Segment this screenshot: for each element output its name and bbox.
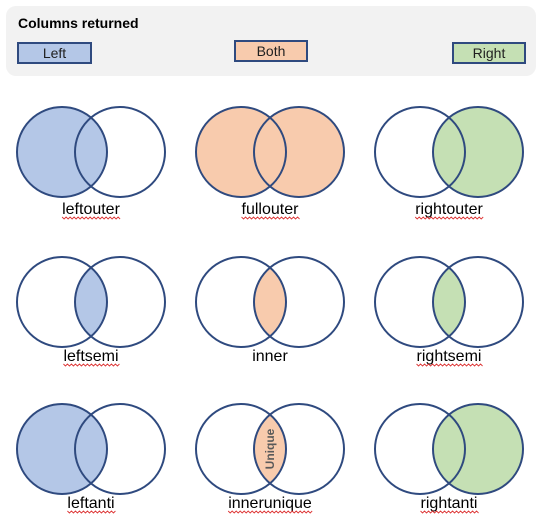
- innerunique-left-circle: [195, 403, 287, 495]
- leftanti-left-circle: [16, 403, 108, 495]
- inner-left-circle: [195, 256, 287, 348]
- rightouter-fill: [433, 107, 523, 197]
- rightouter-label: rightouter: [415, 201, 483, 218]
- legend-title: Columns returned: [18, 15, 139, 31]
- rightsemi-fill: [433, 267, 466, 337]
- rightouter-left-circle: [374, 106, 466, 198]
- fullouter-spellcheck-underline: [241, 216, 300, 220]
- leftanti-right-circle: [74, 403, 166, 495]
- innerunique-right-circle: [253, 403, 345, 495]
- fullouter-label: fullouter: [242, 201, 300, 218]
- fullouter-fill-right: [254, 107, 344, 197]
- leftouter-right-circle: [74, 106, 166, 198]
- rightanti-label: rightanti: [421, 495, 478, 512]
- inner-label: inner: [252, 348, 288, 365]
- leftouter-fill: [17, 107, 107, 197]
- legend-both: Both: [234, 40, 308, 62]
- innerunique-spellcheck-underline: [227, 510, 313, 514]
- leftanti-label: leftanti: [67, 495, 114, 512]
- fullouter-left-circle: [195, 106, 287, 198]
- rightanti-right-circle: [432, 403, 524, 495]
- legend-right: Right: [452, 42, 526, 64]
- leftsemi-spellcheck-underline: [63, 363, 120, 367]
- leftsemi-left-circle: [16, 256, 108, 348]
- rightsemi-right-circle: [432, 256, 524, 348]
- inner-right-circle: [253, 256, 345, 348]
- innerunique-label: innerunique: [228, 495, 312, 512]
- rightsemi-spellcheck-underline: [416, 363, 483, 367]
- legend-left: Left: [17, 42, 92, 64]
- rightsemi-left-circle: [374, 256, 466, 348]
- rightanti-fill: [433, 404, 523, 494]
- leftsemi-fill: [74, 267, 108, 337]
- innerunique-fill: [254, 414, 286, 484]
- rightouter-right-circle: [432, 106, 524, 198]
- leftouter-label: leftouter: [62, 201, 120, 218]
- inner-fill: [253, 267, 286, 337]
- leftsemi-right-circle: [74, 256, 166, 348]
- rightsemi-label: rightsemi: [417, 348, 482, 365]
- innerunique-lens-text: Unique: [263, 428, 277, 469]
- leftouter-spellcheck-underline: [61, 216, 121, 220]
- leftouter-left-circle: [16, 106, 108, 198]
- leftanti-fill: [16, 403, 107, 494]
- fullouter-right-circle: [253, 106, 345, 198]
- leftanti-spellcheck-underline: [67, 510, 116, 514]
- rightanti-left-circle: [374, 403, 466, 495]
- leftsemi-label: leftsemi: [63, 348, 118, 365]
- rightouter-spellcheck-underline: [414, 216, 484, 220]
- rightanti-spellcheck-underline: [420, 510, 479, 514]
